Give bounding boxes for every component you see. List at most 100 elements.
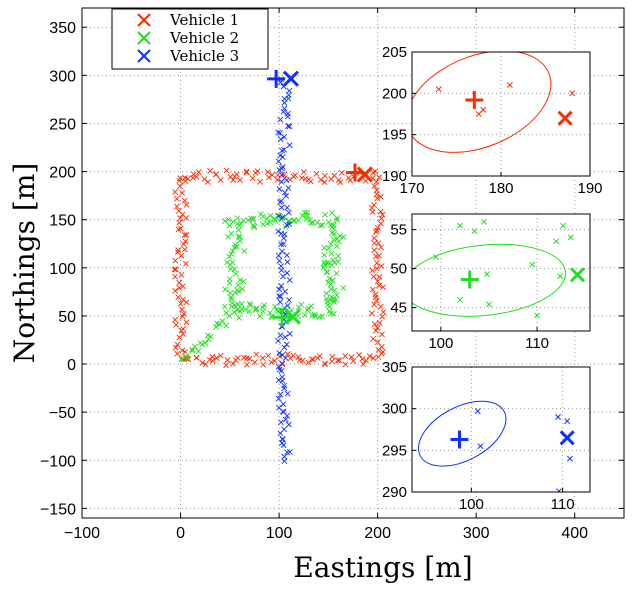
- vehicle-3-true-position-marker: [282, 70, 299, 87]
- vehicle-1-sample-mark: [177, 300, 184, 307]
- vehicle-2-sample-mark-stroke-b: [247, 302, 254, 309]
- inset-sample-mark: [484, 271, 491, 278]
- inset-x-tick-label: 110: [551, 496, 575, 513]
- vehicle-1-sample-mark: [232, 357, 239, 364]
- vehicle-2-sample-mark-stroke-b: [250, 215, 257, 222]
- vehicle-2-sample-mark: [253, 306, 260, 313]
- vehicle-2-sample-mark-stroke-b: [226, 253, 233, 260]
- vehicle-2-sample-mark: [229, 300, 236, 306]
- vehicle-2-sample-mark: [184, 355, 191, 362]
- vehicle-2-sample-mark-stroke-b: [183, 353, 190, 360]
- vehicle-3-sample-mark-stroke-b: [280, 241, 287, 248]
- vehicle-1-sample-mark: [269, 172, 276, 178]
- inset-y-tick-label: 290: [382, 484, 407, 501]
- vehicle-1-sample-mark: [376, 282, 383, 289]
- vehicle-3-sample-mark: [283, 192, 290, 199]
- vehicle-1-sample-mark: [183, 319, 190, 326]
- vehicle-2-sample-mark: [304, 209, 311, 216]
- vehicle-1-sample-mark: [370, 335, 377, 342]
- vehicle-1-sample-mark: [369, 286, 376, 293]
- vehicle-1-sample-mark: [350, 357, 357, 364]
- vehicle-1-sample-mark: [295, 354, 302, 360]
- vehicle-2-sample-mark-stroke-b: [234, 287, 241, 294]
- vehicle-1-sample-mark-stroke-b: [296, 357, 303, 364]
- vehicle-1-sample-mark-stroke-b: [182, 238, 189, 245]
- vehicle-3-sample-mark-stroke-b: [280, 108, 287, 115]
- vehicle-3-sample-mark-stroke-b: [276, 286, 283, 293]
- main-axes-box: [81, 7, 625, 519]
- vehicle-2-sample-mark: [267, 309, 273, 316]
- vehicle-3-sample-mark: [277, 391, 284, 398]
- vehicle-2-sample-mark: [207, 333, 214, 340]
- vehicle-2-sample-mark-stroke-b: [273, 307, 280, 313]
- inset-y-tick-label: 205: [382, 44, 407, 61]
- vehicle-3-sample-mark-stroke-b: [281, 426, 288, 433]
- vehicle-1-sample-mark: [373, 327, 379, 334]
- vehicle-1-sample-mark-stroke-b: [335, 176, 342, 183]
- vehicle-2-sample-mark-stroke-b: [236, 234, 243, 241]
- inset-sample-mark-stroke-b: [435, 86, 442, 93]
- vehicle-1-sample-mark-stroke-b: [253, 351, 260, 358]
- vehicle-1-sample-mark: [338, 170, 345, 176]
- vehicle-3-sample-mark-stroke-b: [281, 344, 288, 351]
- vehicle-2-sample-mark-stroke-b: [237, 277, 244, 283]
- vehicle-2-sample-mark-stroke-b: [224, 259, 231, 266]
- vehicle-3-sample-mark-stroke-b: [281, 458, 288, 464]
- vehicle-2-sample-mark-stroke-b: [233, 243, 240, 250]
- vehicle-2-sample-mark-stroke-b: [317, 222, 324, 229]
- legend-label-vehicle-1: Vehicle 1: [169, 11, 239, 29]
- vehicle-1-sample-mark-stroke-b: [223, 167, 230, 174]
- vehicle-1-sample-mark-stroke-b: [300, 169, 307, 175]
- vehicle-3-sample-mark-stroke-b: [283, 341, 290, 348]
- vehicle-1-sample-mark: [372, 229, 379, 235]
- vehicle-3-sample-mark: [278, 179, 285, 185]
- vehicle-1-sample-mark: [179, 347, 186, 354]
- vehicle-2-sample-mark-stroke-b: [214, 320, 220, 327]
- vehicle-1-sample-mark: [377, 193, 384, 200]
- vehicle-3-sample-mark: [277, 136, 284, 143]
- vehicle-1-sample-mark-stroke-b: [172, 344, 179, 351]
- vehicle-1-sample-mark-stroke-b: [298, 175, 305, 181]
- vehicle-3-sample-mark-stroke-b: [285, 110, 291, 117]
- vehicle-1-sample-mark-stroke-b: [373, 227, 380, 234]
- vehicle-2-sample-mark-stroke-b: [327, 281, 334, 288]
- vehicle-3-sample-mark: [277, 332, 284, 339]
- vehicle-1-sample-mark-stroke-b: [177, 183, 183, 190]
- vehicle-3-sample-mark: [281, 344, 288, 351]
- vehicle-3-sample-mark: [276, 186, 283, 192]
- vehicle-1-sample-mark-stroke-b: [233, 171, 240, 178]
- vehicle-3-sample-mark: [277, 116, 284, 123]
- vehicle-2-sample-mark-stroke-b: [221, 303, 228, 310]
- vehicle-1-sample-mark-stroke-b: [205, 179, 211, 185]
- vehicle-1-sample-mark-stroke-b: [174, 203, 180, 210]
- inset-sample-mark-stroke-b: [555, 414, 562, 420]
- vehicle-2-sample-mark-stroke-b: [337, 233, 343, 239]
- vehicle-1-sample-mark-stroke-b: [244, 355, 250, 361]
- vehicle-2-sample-mark-stroke-b: [340, 284, 347, 291]
- vehicle-3-sample-mark: [283, 177, 290, 184]
- vehicle-2-sample-mark-stroke-b: [327, 241, 334, 247]
- vehicle-1-sample-mark: [193, 173, 200, 180]
- inset-background: [412, 367, 590, 492]
- vehicle-1-sample-mark-stroke-b: [179, 306, 185, 313]
- x-tick-label: 400: [561, 525, 588, 542]
- inset-sample-mark-stroke-b: [553, 238, 560, 245]
- vehicle-3-sample-mark-stroke-b: [278, 419, 284, 426]
- inset-sample-mark-stroke-b: [433, 253, 440, 260]
- vehicle-2-sample-mark: [231, 309, 238, 316]
- vehicle-3-sample-mark: [280, 108, 287, 115]
- vehicle-2-sample-mark: [241, 248, 248, 254]
- inset-x-tick-label: 170: [399, 180, 424, 197]
- vehicle-3-sample-mark: [279, 435, 286, 442]
- vehicle-1-sample-mark: [369, 267, 376, 274]
- vehicle-3-sample-mark: [286, 297, 293, 304]
- vehicle-1-sample-mark-stroke-b: [180, 283, 186, 290]
- vehicle-2-sample-mark-stroke-b: [222, 218, 228, 225]
- inset-x-tick-label: 110: [525, 335, 549, 352]
- vehicle-1-sample-mark: [287, 355, 294, 362]
- vehicle-1-sample-mark-stroke-b: [375, 240, 382, 247]
- vehicle-1-sample-mark-stroke-b: [379, 313, 386, 320]
- vehicle-1-sample-mark: [243, 168, 250, 175]
- vehicle-2-sample-mark: [248, 215, 255, 222]
